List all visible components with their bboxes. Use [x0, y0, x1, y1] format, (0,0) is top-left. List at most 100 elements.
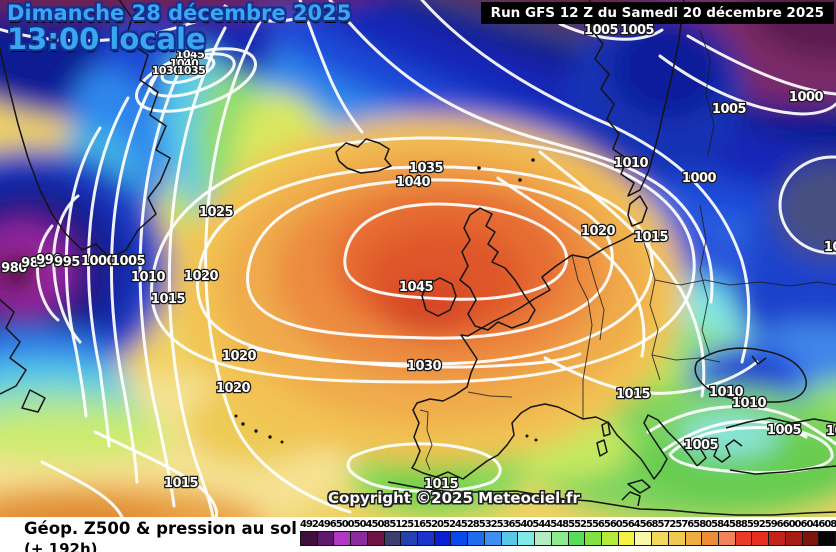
pressure-label: 1005: [620, 23, 655, 38]
pressure-label: 1035: [177, 64, 206, 77]
scale-swatch: [367, 532, 385, 545]
scale-swatch: [702, 532, 719, 545]
pressure-label: 1005: [584, 23, 619, 38]
scale-tick-label: 508: [371, 519, 391, 530]
scale-swatch: [752, 532, 770, 545]
pressure-label: 1010: [709, 385, 744, 400]
scale-swatch: [802, 532, 820, 545]
scale-swatch: [718, 532, 736, 545]
scale-swatch: [735, 532, 753, 545]
scale-tick-label: 528: [460, 519, 480, 530]
scale-swatch: [668, 532, 686, 545]
scale-tick-label: 556: [586, 519, 605, 530]
pressure-label: 1015: [634, 230, 669, 245]
scale-tick-label: 544: [532, 519, 551, 530]
pressure-label: 1015: [164, 476, 199, 491]
scale-tick-label: 540: [514, 519, 534, 530]
scale-swatch: [418, 532, 435, 545]
pressure-label: 980: [1, 261, 27, 276]
color-scale-bar: [300, 531, 836, 546]
pressure-label: 1030: [152, 64, 181, 77]
scale-tick-label: 584: [711, 519, 730, 530]
scale-tick-label: 548: [550, 519, 569, 530]
pressure-label: 1010: [732, 396, 767, 411]
pressure-label: 1020: [216, 381, 251, 396]
pressure-label: 1020: [581, 224, 616, 239]
pressure-label: 1045: [176, 48, 205, 61]
pressure-label: 1005: [111, 254, 146, 269]
scale-tick-label: 588: [729, 519, 748, 530]
scale-tick-label: 568: [639, 519, 659, 530]
pressure-label: 1010: [824, 240, 836, 255]
scale-swatch: [434, 532, 452, 545]
scale-tick-label: 492: [300, 519, 319, 530]
pressure-label: 1015: [151, 292, 186, 307]
pressure-label: 1010: [131, 270, 166, 285]
scale-tick-label: 564: [621, 519, 641, 530]
product-title: Géop. Z500 & pression au sol: [24, 519, 297, 538]
scale-tick-label: 512: [389, 519, 408, 530]
pressure-label: 1020: [184, 269, 219, 284]
pressure-label: 1005: [684, 438, 719, 453]
pressure-label: 1045: [399, 280, 434, 295]
pressure-label: 1035: [409, 161, 444, 176]
scale-swatch: [769, 532, 786, 545]
scale-tick-label: 572: [657, 519, 677, 530]
scale-swatch: [317, 532, 335, 545]
pressure-label: 1040: [396, 175, 431, 190]
pressure-label: 1025: [199, 205, 234, 220]
copyright-watermark: Copyright ©2025 Meteociel.fr: [328, 489, 580, 507]
pressure-label: 1000: [81, 254, 116, 269]
pressure-label: 1000: [789, 90, 824, 105]
scale-tick-label: 576: [675, 519, 694, 530]
scale-tick-label: 580: [693, 519, 712, 530]
scale-tick-label: 520: [425, 519, 444, 530]
model-run-info: Run GFS 12 Z du Samedi 20 décembre 2025: [480, 2, 834, 24]
scale-swatch: [484, 532, 502, 545]
pressure-label: 1015: [616, 387, 651, 402]
scale-tick-label: 496: [317, 519, 337, 530]
scale-swatch: [351, 532, 368, 545]
scale-tick-label: 608: [818, 519, 836, 530]
forecast-date: Dimanche 28 décembre 2025: [7, 1, 352, 25]
scale-swatch: [301, 532, 318, 545]
scale-swatch: [384, 532, 402, 545]
scale-swatch: [451, 532, 469, 545]
pressure-label: 995: [54, 255, 80, 270]
scale-swatch: [518, 532, 536, 545]
scale-tick-label: 596: [764, 519, 784, 530]
pressure-label: 985: [21, 256, 47, 271]
pressure-label: 1040: [170, 57, 199, 70]
scale-swatch: [601, 532, 619, 545]
scale-swatch: [819, 532, 835, 545]
pressure-label: 1005: [767, 423, 802, 438]
isobar-contours: [0, 0, 836, 517]
pressure-label: 990: [36, 253, 62, 268]
scale-tick-label: 536: [496, 519, 516, 530]
scale-swatch: [635, 532, 653, 545]
scale-tick-label: 552: [568, 519, 587, 530]
forecast-lead-time: (+ 192h): [24, 540, 98, 552]
scale-swatch: [685, 532, 703, 545]
scale-swatch: [785, 532, 803, 545]
scale-swatch: [652, 532, 669, 545]
scale-tick-label: 600: [782, 519, 802, 530]
scale-swatch: [468, 532, 485, 545]
scale-tick-label: 500: [335, 519, 355, 530]
pressure-label: 1005: [826, 424, 836, 439]
scale-tick-label: 516: [407, 519, 426, 530]
pressure-label: 1020: [222, 349, 257, 364]
map-area: 1045 1040 1030 1035 1005 1005 1000 1005 1025 980 9…: [0, 0, 836, 517]
scale-tick-label: 524: [443, 519, 462, 530]
scale-swatch: [585, 532, 602, 545]
scale-swatch: [618, 532, 636, 545]
country-borders: [419, 29, 836, 471]
pressure-label: 1030: [407, 359, 442, 374]
scale-tick-label: 604: [800, 519, 820, 530]
scale-tick-label: 504: [353, 519, 373, 530]
pressure-label: 1005: [712, 102, 747, 117]
color-scale-tick-labels: 492 496 500 504 508 512 516 520 524 528 532 536 540 5…: [300, 519, 836, 530]
coastlines: [0, 0, 836, 516]
